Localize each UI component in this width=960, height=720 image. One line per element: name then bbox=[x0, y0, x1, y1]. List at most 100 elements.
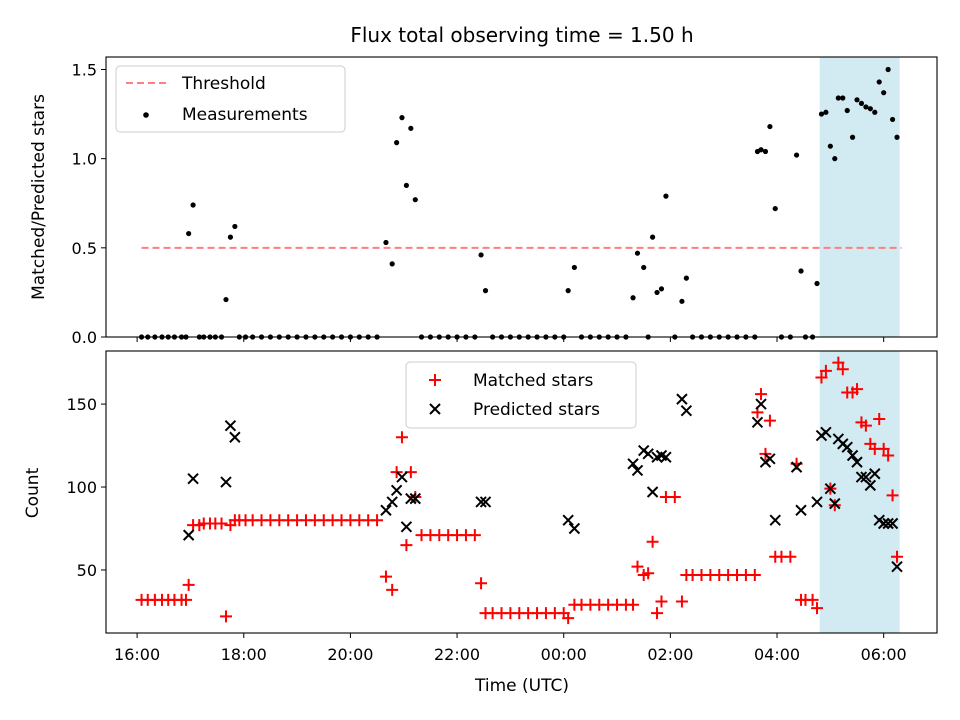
measurement-point bbox=[854, 97, 860, 103]
predicted-star-point bbox=[877, 517, 890, 530]
predicted-star-point bbox=[405, 492, 417, 505]
predicted-star-point bbox=[182, 529, 195, 541]
measurement-point bbox=[876, 79, 882, 85]
predicted-star-point bbox=[882, 517, 894, 530]
measurement-point bbox=[408, 125, 414, 131]
predicted-star-point bbox=[891, 560, 903, 573]
measurement-point bbox=[232, 223, 238, 230]
legend-predicted-label: Predicted stars bbox=[473, 400, 600, 420]
measurement-point bbox=[814, 280, 820, 287]
x-tick-label: 22:00 bbox=[434, 645, 480, 664]
top-x-ticks bbox=[136, 337, 885, 342]
predicted-star-point bbox=[631, 464, 644, 477]
y-tick-label: 150 bbox=[66, 395, 97, 414]
predicted-star-point bbox=[764, 453, 776, 465]
bottom-x-ticks: 16:00 18:00 20:00 22:00 00:00 02:00 04:00 06:00 bbox=[114, 633, 907, 664]
measurement-point bbox=[772, 205, 778, 212]
measurement-point bbox=[894, 134, 900, 140]
x-tick-label: 04:00 bbox=[754, 645, 800, 664]
matched-star-point bbox=[400, 539, 413, 552]
measurement-point bbox=[827, 143, 833, 149]
measurement-point bbox=[793, 152, 800, 158]
matched-star-point bbox=[646, 535, 659, 548]
predicted-star-point bbox=[869, 468, 881, 480]
measurement-point bbox=[767, 123, 773, 130]
legend-measurements-label: Measurements bbox=[182, 105, 308, 125]
matched-star-point bbox=[819, 364, 832, 377]
x-tick-label: 20:00 bbox=[327, 645, 373, 664]
top-highlight-span bbox=[819, 57, 900, 337]
predicted-star-point bbox=[795, 504, 807, 516]
matched-star-point bbox=[371, 514, 384, 527]
predicted-star-point bbox=[841, 441, 853, 453]
matched-star-markers bbox=[135, 356, 904, 625]
measurement-point bbox=[885, 66, 891, 73]
bottom-panel: 50 100 150 16:00 18:00 20:00 22:00 00:00 02:00 0… bbox=[23, 350, 938, 696]
matched-star-point bbox=[475, 577, 488, 590]
predicted-star-point bbox=[824, 482, 837, 495]
measurement-point bbox=[383, 239, 389, 246]
measurement-point bbox=[658, 286, 665, 292]
x-tick-label: 16:00 bbox=[114, 645, 160, 664]
matched-star-point bbox=[386, 583, 399, 596]
matched-star-point bbox=[886, 489, 899, 502]
measurement-point bbox=[190, 202, 196, 208]
matched-star-point bbox=[828, 499, 841, 512]
matched-star-point bbox=[748, 568, 761, 581]
legend-predicted-swatch bbox=[429, 403, 441, 415]
predicted-star-point bbox=[676, 393, 688, 405]
matched-star-point bbox=[815, 371, 828, 384]
measurement-point bbox=[818, 111, 825, 117]
highlight-span bbox=[819, 351, 900, 633]
measurement-point bbox=[840, 95, 846, 101]
predicted-star-point bbox=[386, 496, 398, 508]
predicted-star-point bbox=[660, 451, 672, 463]
measurement-point bbox=[858, 100, 865, 106]
measurement-point bbox=[872, 109, 878, 115]
y-tick-label: 50 bbox=[77, 561, 97, 580]
predicted-star-point bbox=[409, 492, 421, 505]
matched-star-point bbox=[379, 570, 392, 583]
x-tick-label: 00:00 bbox=[541, 645, 587, 664]
predicted-star-point bbox=[479, 496, 492, 508]
predicted-star-point bbox=[790, 461, 803, 473]
matched-star-point bbox=[851, 383, 864, 396]
matched-star-point bbox=[675, 595, 688, 608]
predicted-star-point bbox=[396, 471, 408, 483]
matched-star-point bbox=[627, 598, 640, 611]
measurement-point bbox=[835, 95, 841, 101]
matched-star-point bbox=[409, 490, 422, 503]
measurement-point bbox=[823, 109, 829, 115]
predicted-star-point bbox=[627, 458, 639, 470]
measurement-point bbox=[630, 295, 636, 301]
x-tick-label: 18:00 bbox=[221, 645, 267, 664]
matched-star-point bbox=[763, 414, 776, 427]
matched-star-point bbox=[832, 356, 845, 369]
measurement-point bbox=[649, 234, 656, 240]
bottom-legend-box bbox=[405, 361, 637, 429]
highlight-span bbox=[819, 57, 900, 337]
x-tick-label: 06:00 bbox=[861, 645, 907, 664]
matched-star-point bbox=[390, 466, 403, 479]
measurement-point bbox=[399, 115, 405, 121]
measurement-point bbox=[389, 261, 395, 267]
matched-star-point bbox=[859, 419, 872, 432]
matched-star-point bbox=[891, 550, 904, 563]
top-legend-box bbox=[115, 65, 346, 133]
measurement-point bbox=[863, 104, 869, 110]
matched-star-point bbox=[755, 388, 768, 401]
matched-star-point bbox=[219, 610, 232, 623]
predicted-star-markers bbox=[182, 393, 903, 573]
predicted-star-point bbox=[860, 471, 872, 483]
predicted-star-point bbox=[820, 426, 832, 438]
measurement-point bbox=[679, 298, 685, 304]
x-tick-label: 02:00 bbox=[647, 645, 693, 664]
measurement-point bbox=[186, 230, 192, 237]
bottom-y-axis-label: Count bbox=[23, 467, 43, 518]
matched-star-point bbox=[642, 567, 655, 580]
matched-star-point bbox=[873, 413, 886, 426]
legend-measurements-swatch bbox=[143, 112, 149, 118]
matched-star-point bbox=[836, 363, 849, 376]
measurement-point bbox=[867, 106, 873, 112]
